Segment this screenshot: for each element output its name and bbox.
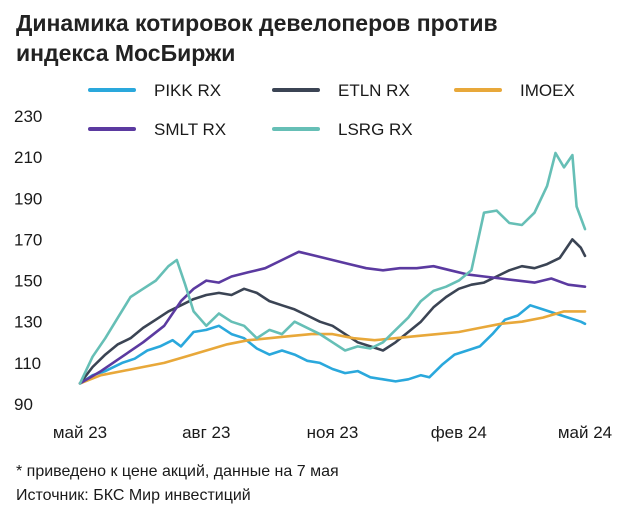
series-line-etln — [78, 238, 587, 385]
legend-label-etln: ETLN RX — [338, 81, 410, 100]
y-tick-label: 190 — [14, 189, 42, 208]
x-tick-label: фев 24 — [431, 423, 487, 442]
y-tick-label: 230 — [14, 107, 42, 126]
x-axis: май 23 авг 23 ноя 23 фев 24 май 24 — [53, 423, 612, 442]
plot-area — [78, 151, 587, 385]
legend: PIKK RX ETLN RX IMOEX SMLT RX LSRG RX — [88, 81, 575, 139]
series-line-imoex — [78, 310, 587, 385]
chart-title-line-1: Динамика котировок девелоперов против — [16, 10, 498, 36]
chart-title-line-2: индекса МосБиржи — [16, 40, 235, 66]
legend-label-imoex: IMOEX — [520, 81, 575, 100]
series-line-lsrg — [78, 151, 587, 385]
legend-label-lsrg: LSRG RX — [338, 120, 413, 139]
y-tick-label: 150 — [14, 272, 42, 291]
x-tick-label: май 24 — [558, 423, 612, 442]
series-line-smlt — [78, 250, 587, 385]
footnote: * приведено к цене акций, данные на 7 ма… — [16, 463, 339, 480]
legend-label-pikk: PIKK RX — [154, 81, 221, 100]
source-note: Источник: БКС Мир инвестиций — [16, 487, 251, 504]
y-axis: 90 110 130 150 170 190 210 230 — [14, 107, 42, 414]
x-tick-label: авг 23 — [182, 423, 230, 442]
series-line-pikk — [78, 304, 587, 385]
y-tick-label: 130 — [14, 313, 42, 332]
y-tick-label: 110 — [14, 354, 41, 373]
y-tick-label: 170 — [14, 230, 42, 249]
legend-label-smlt: SMLT RX — [154, 120, 226, 139]
y-tick-label: 90 — [14, 395, 33, 414]
y-tick-label: 210 — [14, 148, 42, 167]
x-tick-label: май 23 — [53, 423, 107, 442]
x-tick-label: ноя 23 — [307, 423, 359, 442]
